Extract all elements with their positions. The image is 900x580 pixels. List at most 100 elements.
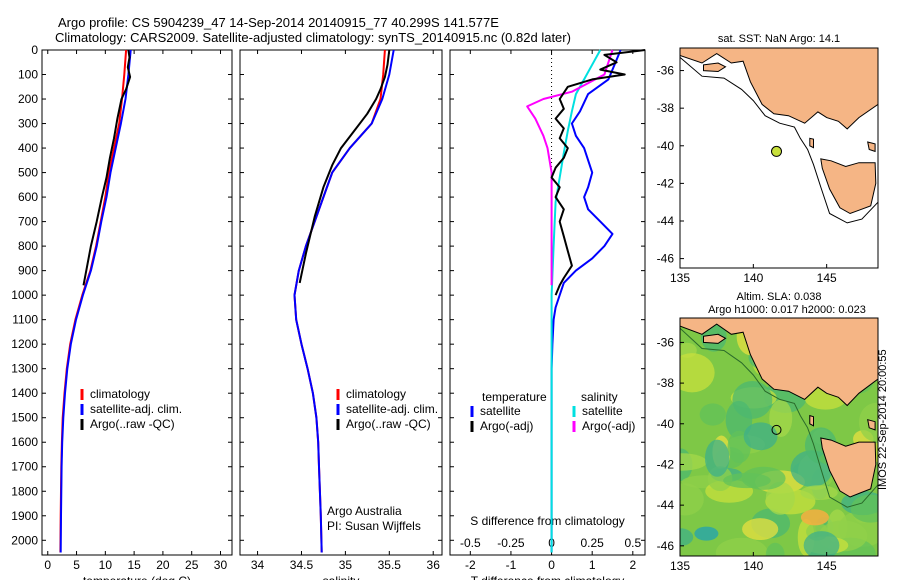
x-tick-label: 36 [427,558,441,572]
x-tick-label: -2 [465,558,476,572]
mainland-australia [680,318,878,407]
sla-anomaly [680,483,704,516]
y-tick-label: -44 [657,214,675,228]
y-tick-label: -38 [657,376,675,390]
sla-anomaly [732,380,773,419]
y-tick-label: 700 [18,215,38,229]
map-sla-map: 135 140 145 -36 -38 -40 -42 -44 -46 Altim. SLA: 0… [657,291,879,573]
plot-frame [239,49,443,556]
tasmania [820,437,877,498]
x-axis-label: T difference from climatology [471,574,625,580]
legend-entry: climatology [90,387,150,401]
sla-anomaly [694,526,719,541]
y-tick-label: 1600 [11,435,38,449]
sla-anomaly [743,422,778,451]
sla-anomaly [742,518,779,541]
y-tick-label: 1200 [11,337,38,351]
x-tick-label: 30 [214,558,228,572]
y-tick-label: 1500 [11,411,38,425]
x-tick-label: 140 [743,559,763,573]
sla-anomaly [699,403,726,426]
x-tick-label: -1 [506,558,517,572]
sla-anomaly [765,481,795,515]
x-tick-label: 145 [817,559,837,573]
y-tick-label: -46 [657,539,675,553]
y-tick-label: 1000 [11,288,38,302]
legend-entry: satellite [582,404,623,418]
sla-anomaly [680,453,707,471]
profile-panel-salinity: 34 34.5 35 35.5 36 salinity climatologysatelli… [239,49,443,580]
map-title: sat. SST: NaN Argo: 14.1 [718,33,840,45]
kangaroo-island [703,333,727,344]
s-tick-label: -0.5 [460,536,481,550]
y-tick-label: 1100 [12,313,38,327]
legend-entry: satellite-adj. clim. [90,402,182,416]
sla-anomaly [850,494,878,523]
y-tick-label: 1400 [11,386,38,400]
sla-anomaly [723,472,771,489]
series-line-argo-raw-qc- [298,49,391,284]
map-content [680,48,878,268]
y-tick-label: -44 [657,498,675,512]
kangaroo-island [703,62,727,73]
map-sst-map: 135 140 145 -36 -38 -40 -42 -44 -46 sat. SST: NaN… [657,33,879,285]
map-frame [679,317,879,557]
y-tick-label: -36 [657,64,675,78]
x-tick-label: 145 [817,271,837,285]
y-tick-label: -42 [657,176,675,190]
y-tick-label: 300 [18,117,38,131]
argo-position-marker [771,424,782,435]
series-line-satellite-adj-clim- [59,49,132,553]
y-tick-label: 100 [18,68,38,82]
x-tick-label: 135 [670,559,690,573]
y-tick-label: -40 [657,417,675,431]
y-tick-label: 200 [18,92,38,106]
y-tick-label: -46 [657,252,675,266]
flinders-island [867,419,876,431]
y-tick-label: -38 [657,101,675,115]
profile-panel-temperature: 0100200300400500600700800900100011001200… [11,43,233,580]
series-line-argo-raw-qc- [82,49,132,286]
legend-entry: Argo(..raw -QC) [90,417,175,431]
series-line-satellite-adj-clim- [293,49,395,553]
y-tick-label: 1300 [11,362,38,376]
s-tick-label: 0.5 [624,536,641,550]
legend-entry: Argo(-adj) [582,419,635,433]
x-tick-label: 15 [127,558,141,572]
map-content [680,318,878,556]
legend-title: temperature [482,390,547,404]
panel-annotation: PI: Susan Wijffels [327,519,421,533]
legend-entry: satellite-adj. clim. [346,402,438,416]
plot-title-line2: Climatology: CARS2009. Satellite-adjuste… [55,30,571,45]
x-tick-label: 20 [156,558,170,572]
sla-anomaly [769,399,793,438]
x-tick-label: 0 [44,558,51,572]
tasmania [820,158,877,215]
x-tick-label: 0 [548,558,555,572]
series-line-argo-adj- [526,49,614,286]
y-tick-label: -40 [657,139,675,153]
sla-anomaly [765,542,785,556]
shelf-contour [680,327,878,508]
plot-frame [41,49,233,556]
profile-panel-difference: -2 -1 0 1 2 T difference from climatology -0.5… [449,49,646,580]
y-tick-label: -42 [657,457,675,471]
legend-entry: satellite [480,404,521,418]
x-tick-label: 35 [339,558,353,572]
y-tick-label: 500 [18,166,38,180]
y-tick-label: 1700 [11,460,38,474]
x-tick-label: 34 [251,558,265,572]
x-tick-label: 2 [629,558,636,572]
x-tick-label: 135 [670,271,690,285]
y-tick-label: 600 [18,190,38,204]
sla-anomaly [715,537,768,556]
x-tick-label: 140 [743,271,763,285]
king-island [809,137,814,149]
legend-title: salinity [581,390,618,404]
y-tick-label: 0 [31,43,38,57]
x-tick-label: 35.5 [378,558,402,572]
argo-position-marker [771,145,783,157]
sla-anomaly [803,531,840,556]
sla-anomaly [704,439,730,477]
